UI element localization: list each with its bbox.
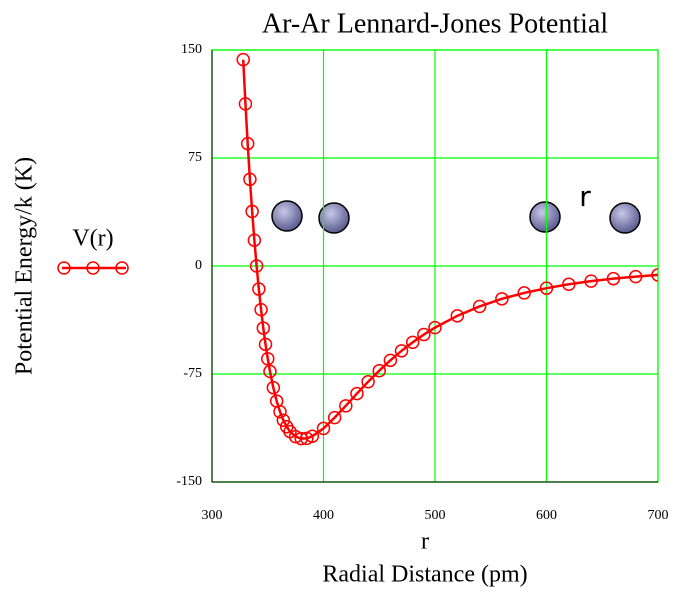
marker [300, 431, 314, 446]
marker [361, 375, 375, 389]
x-tick-label: 500 [425, 508, 446, 523]
marker [316, 421, 331, 436]
chart-title: Ar-Ar Lennard-Jones Potential [262, 8, 608, 39]
marker [350, 386, 364, 401]
atoms: r [271, 180, 641, 234]
marker [249, 259, 264, 273]
marker [372, 363, 386, 378]
y-axis-label: Potential Energy/k (K) [12, 157, 38, 375]
marker [394, 344, 409, 358]
y-tick-label: -150 [176, 474, 202, 489]
annotation: r [579, 180, 591, 213]
marker [276, 413, 291, 427]
marker [383, 353, 398, 368]
marker [339, 399, 353, 413]
marker [243, 172, 257, 187]
y-tick-label: 150 [181, 42, 202, 57]
x-axis-label: r [421, 529, 429, 555]
marker [472, 299, 487, 314]
marker [651, 268, 658, 282]
marker [539, 281, 554, 295]
y-tick-label: -75 [183, 366, 202, 381]
marker [254, 302, 268, 317]
legend-marker [115, 261, 129, 275]
marker [417, 327, 431, 342]
marker [428, 320, 442, 335]
marker [266, 380, 281, 395]
x-tick-label: 700 [648, 508, 669, 523]
line [241, 59, 658, 440]
marker [450, 309, 465, 323]
marker [252, 282, 266, 296]
marker [236, 52, 250, 67]
marker [245, 204, 259, 219]
legend-marker [57, 261, 71, 275]
marker [495, 292, 509, 306]
atom [529, 201, 561, 233]
marker [606, 271, 621, 286]
y-tick-label: 0 [195, 258, 202, 273]
legend-label: V(r) [72, 226, 113, 252]
marker [256, 321, 271, 335]
y-tick-label: 75 [188, 150, 202, 165]
marker [405, 335, 420, 350]
marker [562, 277, 576, 292]
x-tick-label: 600 [536, 508, 557, 523]
marker [238, 97, 253, 111]
atom [609, 202, 641, 234]
marker [584, 274, 598, 288]
marker [258, 337, 273, 352]
marker [517, 286, 531, 300]
series [236, 52, 658, 446]
marker [240, 136, 255, 151]
marker [247, 233, 262, 247]
x-tick-label: 300 [202, 508, 223, 523]
x-axis-label: Radial Distance (pm) [322, 562, 527, 588]
atom [271, 200, 303, 232]
marker [628, 269, 643, 284]
x-tick-label: 400 [313, 508, 334, 523]
marker [305, 429, 320, 443]
legend-marker [86, 261, 100, 275]
marker [273, 404, 287, 419]
marker [263, 364, 277, 379]
marker [261, 351, 275, 366]
marker [327, 410, 342, 425]
atom [318, 202, 350, 234]
